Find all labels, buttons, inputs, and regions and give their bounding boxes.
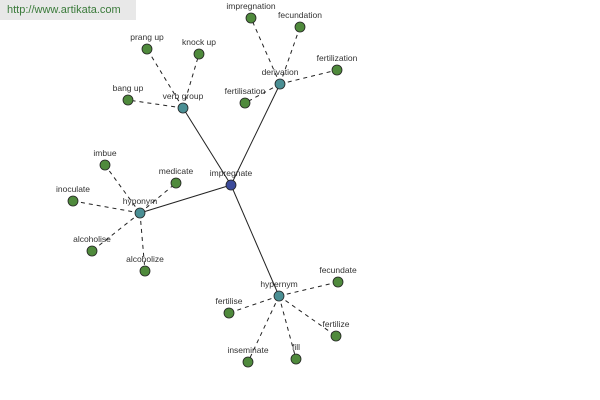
dashed-edge (182, 53, 200, 109)
node (273, 290, 285, 302)
node-label: prang up (130, 32, 164, 42)
dashed-edge (139, 212, 146, 272)
node (134, 207, 146, 219)
dashed-edge (244, 83, 281, 104)
watermark: http://www.artikata.com (0, 0, 136, 20)
node (225, 179, 237, 191)
node-label: derivation (262, 67, 299, 77)
node-label: fertilize (323, 319, 350, 329)
dashed-edge (228, 295, 280, 314)
node-label: impregnate (210, 168, 253, 178)
dashed-edge (72, 200, 141, 214)
node (332, 276, 344, 288)
node (245, 12, 257, 24)
dashed-edge (278, 295, 337, 337)
node (294, 21, 306, 33)
node-label: fertilise (216, 296, 243, 306)
dashed-edge (104, 164, 141, 214)
node (67, 195, 79, 207)
node (99, 159, 111, 171)
node (331, 64, 343, 76)
node (141, 43, 153, 55)
node-label: hypernym (260, 279, 297, 289)
node-label: fill (292, 342, 300, 352)
node (170, 177, 182, 189)
node-label: hyponym (123, 196, 158, 206)
node (242, 356, 254, 368)
node (86, 245, 98, 257)
edge (230, 184, 280, 297)
node-label: medicate (159, 166, 194, 176)
edge (182, 107, 232, 186)
node-label: inoculate (56, 184, 90, 194)
node (122, 94, 134, 106)
node-label: fertilization (317, 53, 358, 63)
node (239, 97, 251, 109)
node-label: fecundation (278, 10, 322, 20)
node-label: alcoholize (126, 254, 164, 264)
node (274, 78, 286, 90)
dashed-edge (278, 295, 297, 360)
node-label: impregnation (226, 1, 275, 11)
node-label: alcoholise (73, 234, 111, 244)
dashed-edge (127, 99, 184, 109)
node-label: inseminate (227, 345, 268, 355)
edge (230, 83, 281, 186)
node-label: imbue (93, 148, 116, 158)
dashed-edge (91, 212, 141, 252)
node-label: bang up (113, 83, 144, 93)
node (177, 102, 189, 114)
dashed-edge (278, 281, 339, 297)
dashed-edge (146, 48, 184, 109)
node-label: fecundate (319, 265, 357, 275)
node (223, 307, 235, 319)
node-label: knock up (182, 37, 216, 47)
edge (139, 184, 232, 214)
node-label: verb group (163, 91, 204, 101)
node (290, 353, 302, 365)
node (139, 265, 151, 277)
dashed-edge (279, 26, 301, 85)
node-label: fertilisation (225, 86, 266, 96)
dashed-edge (279, 69, 338, 85)
node (330, 330, 342, 342)
node (193, 48, 205, 60)
